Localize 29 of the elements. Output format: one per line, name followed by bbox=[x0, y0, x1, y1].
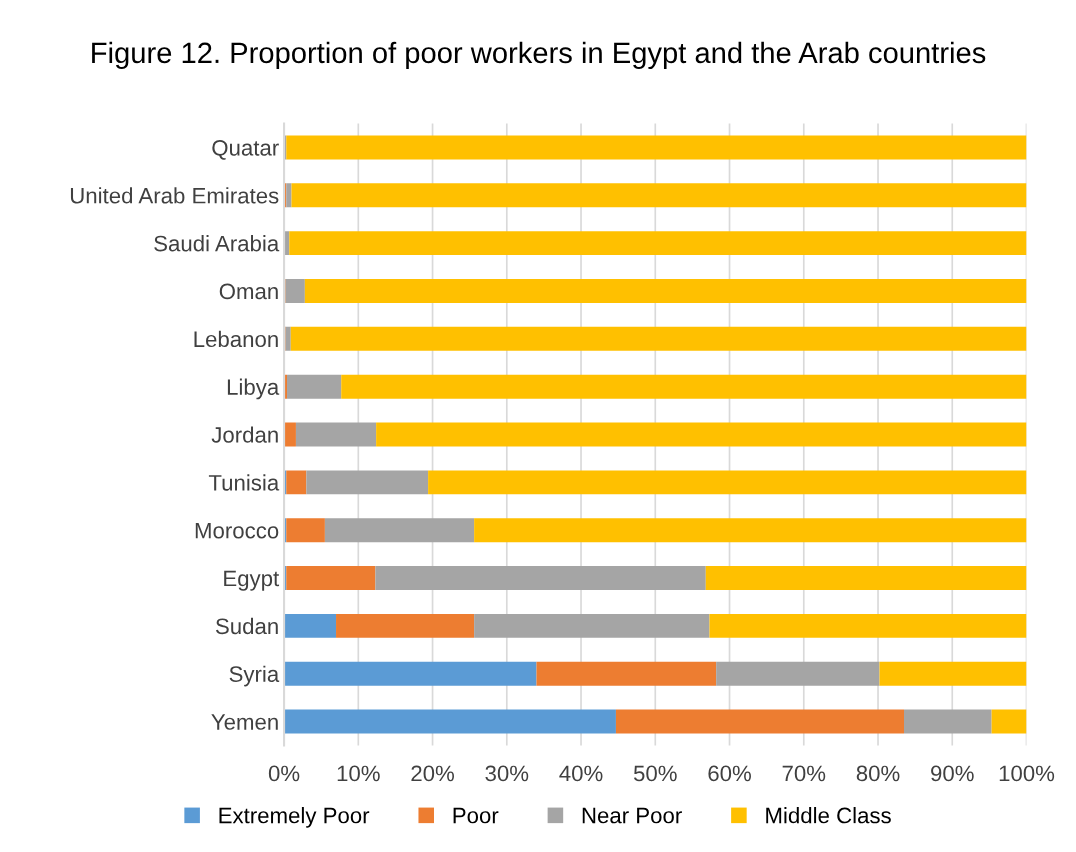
y-tick-label: Oman bbox=[219, 283, 278, 300]
chart-title: Figure 12. Proportion of poor workers in Egypt and the Arab countries bbox=[92, 41, 986, 69]
x-tick-label: 20% bbox=[411, 765, 454, 782]
y-tick-label: Sudan bbox=[215, 617, 278, 635]
x-tick-label: 100% bbox=[999, 765, 1055, 782]
y-tick-label: Lebanon bbox=[194, 330, 278, 348]
x-tick-label: 80% bbox=[856, 765, 900, 782]
x-tick-label: 60% bbox=[708, 765, 751, 782]
y-tick-label: Jordan bbox=[211, 426, 278, 443]
x-tick-label: 50% bbox=[633, 765, 677, 782]
legend-label: Near Poor bbox=[582, 807, 682, 824]
legend-label: Middle Class bbox=[766, 807, 891, 824]
y-tick-label: United Arab Emirates bbox=[70, 187, 279, 204]
x-tick-label: 70% bbox=[782, 765, 826, 782]
y-tick-label: Tunisia bbox=[208, 474, 280, 491]
y-tick-label: Yemen bbox=[211, 714, 278, 730]
x-tick-label: 40% bbox=[559, 765, 603, 782]
x-tick-label: 0% bbox=[268, 765, 300, 782]
x-tick-label: 10% bbox=[337, 765, 380, 782]
y-tick-label: Libya bbox=[227, 378, 280, 400]
y-tick-label: Morocco bbox=[195, 522, 279, 539]
x-tick-label: 90% bbox=[931, 765, 974, 782]
y-tick-label: Quatar bbox=[212, 140, 279, 160]
legend-label: Poor bbox=[453, 807, 499, 824]
y-tick-label: Saudi Arabia bbox=[154, 235, 280, 252]
x-tick-label: 30% bbox=[485, 765, 529, 782]
y-tick-label: Egypt bbox=[224, 570, 280, 591]
legend-label: Extremely Poor bbox=[219, 807, 370, 828]
y-tick-label: Syria bbox=[229, 665, 280, 687]
